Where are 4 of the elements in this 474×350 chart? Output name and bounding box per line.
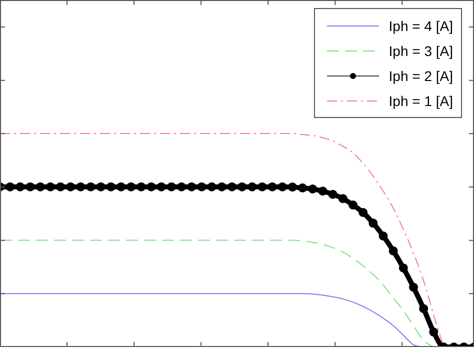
legend-label: Iph = 4 [A]: [388, 18, 453, 34]
legend-label: Iph = 3 [A]: [388, 42, 453, 58]
legend-label: Iph = 1 [A]: [388, 92, 453, 108]
legend-label: Iph = 2 [A]: [388, 68, 453, 84]
